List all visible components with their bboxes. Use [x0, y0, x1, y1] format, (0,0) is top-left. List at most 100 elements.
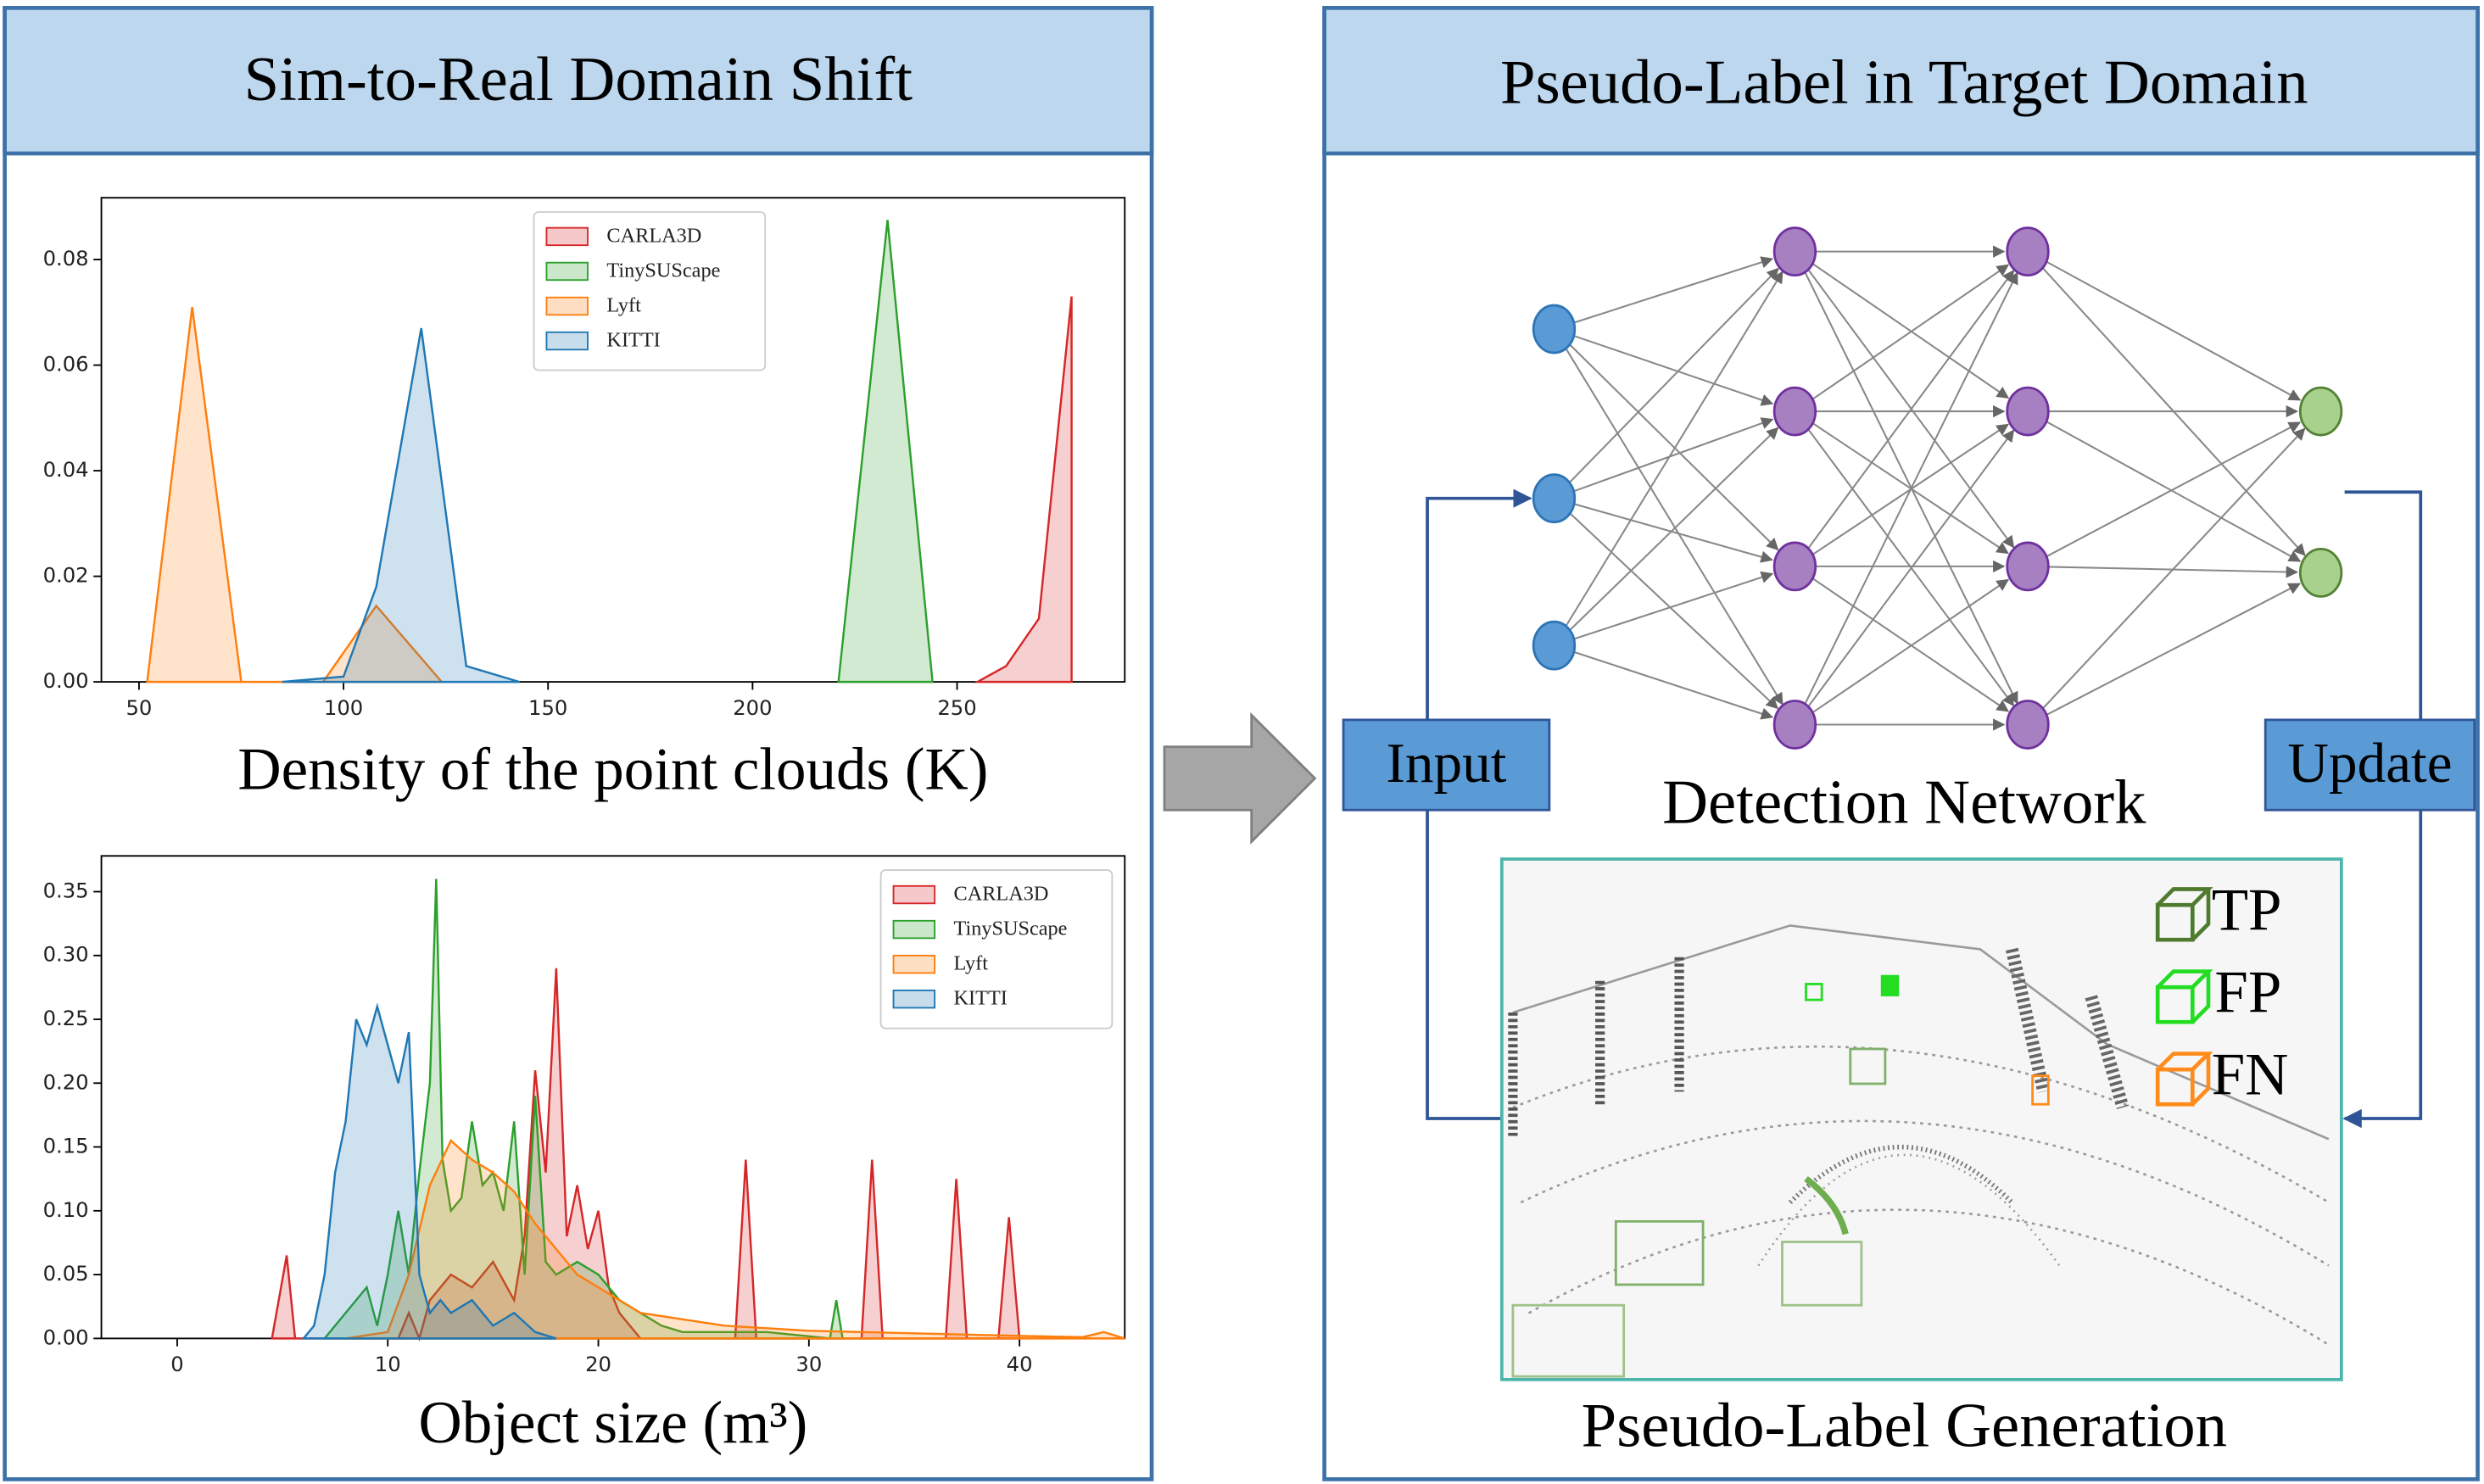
node — [2006, 386, 2050, 437]
legend-label: Lyft — [606, 294, 641, 317]
point-cloud-view — [1499, 857, 2343, 1381]
input-button — [1342, 718, 1551, 812]
y-tick-label: 0.30 — [43, 942, 89, 967]
x-tick-label: 150 — [528, 695, 567, 720]
legend-tp: TP — [2212, 878, 2282, 944]
area-series — [271, 968, 1021, 1342]
area-series — [837, 220, 934, 683]
x-tick-label: 30 — [795, 1352, 822, 1376]
area-series — [322, 879, 873, 1340]
y-tick-label: 0.35 — [43, 878, 89, 902]
legend-swatch — [545, 331, 589, 351]
edge — [1564, 346, 1783, 706]
edge — [1811, 577, 2010, 712]
edge — [1564, 271, 1783, 629]
area-series — [345, 1139, 1125, 1340]
legend-swatch — [892, 919, 936, 940]
legend-label: TinySUScape — [606, 259, 720, 282]
panel-title: Sim-to-Real Domain Shift — [244, 44, 913, 114]
legend-swatch — [892, 954, 936, 974]
edge — [1806, 429, 2015, 709]
edge — [1811, 578, 2010, 714]
x-tick-label: 0 — [170, 1352, 183, 1376]
bounding-boxes — [1511, 974, 2050, 1378]
legend-swatch — [892, 884, 936, 905]
x-tick-label: 250 — [937, 695, 976, 720]
panel-title: Pseudo-Label in Target Domain — [1500, 47, 2308, 118]
x-tick-label: 10 — [375, 1352, 401, 1376]
edge — [1568, 511, 1779, 710]
y-tick-label: 0.10 — [43, 1197, 89, 1222]
edge — [1806, 269, 2015, 551]
network-label: Detection Network — [1662, 767, 2146, 838]
y-tick-label: 0.15 — [43, 1134, 89, 1158]
edge — [1568, 427, 1779, 633]
y-tick-label: 0.20 — [43, 1069, 89, 1094]
node — [1772, 386, 1817, 437]
connector — [1426, 488, 1532, 720]
legend-box — [533, 211, 767, 371]
y-tick-label: 0.00 — [43, 1325, 89, 1349]
node — [1532, 473, 1577, 524]
node — [1772, 700, 1817, 750]
flow-arrow — [1163, 711, 1317, 845]
x-axis-label: Object size (m³) — [419, 1390, 808, 1456]
update-label: Update — [2287, 731, 2452, 795]
y-tick-label: 0.05 — [43, 1261, 89, 1286]
node — [2006, 541, 2050, 592]
edge — [2046, 583, 2302, 717]
left-header — [3, 5, 1154, 156]
legend-fp: FP — [2214, 960, 2281, 1026]
edge — [2045, 260, 2302, 401]
right-header — [1322, 5, 2480, 156]
edge — [1567, 267, 1779, 485]
edge — [1572, 417, 1774, 493]
edge — [1803, 269, 2018, 705]
edge — [2040, 427, 2306, 711]
edge — [2045, 420, 2302, 562]
x-tick-label: 200 — [733, 695, 772, 720]
y-tick-label: 0.06 — [43, 352, 89, 377]
node — [1532, 620, 1577, 671]
edge — [1573, 503, 1773, 563]
y-tick-label: 0.02 — [43, 563, 89, 588]
legend-label: TinySUScape — [954, 918, 1068, 940]
edge — [1573, 650, 1774, 720]
edge — [1573, 256, 1774, 324]
edge — [1573, 571, 1774, 640]
edge — [1806, 267, 2015, 549]
legend-swatch — [545, 226, 589, 247]
edge — [1811, 421, 2009, 555]
edge — [1811, 264, 2010, 401]
y-tick-label: 0.25 — [43, 1006, 89, 1030]
y-tick-label: 0.04 — [43, 457, 89, 482]
connector — [2342, 810, 2423, 1129]
node — [2006, 226, 2050, 277]
edge — [1811, 262, 2010, 399]
legend-label: KITTI — [606, 329, 660, 352]
point-cloud — [1508, 924, 2330, 1346]
network — [1532, 226, 2343, 750]
node — [2298, 386, 2343, 437]
x-tick-label: 100 — [324, 695, 363, 720]
legend-swatch — [545, 296, 589, 316]
legend-swatch — [892, 989, 936, 1009]
caption: Pseudo-Label Generation — [1582, 1391, 2227, 1461]
connector — [2344, 490, 2423, 720]
legend-icons — [2155, 887, 2213, 1107]
legend-label: CARLA3D — [954, 883, 1049, 906]
node — [1532, 304, 1577, 354]
legend-label: KITTI — [954, 987, 1008, 1010]
edge — [1573, 334, 1774, 406]
connector — [1426, 810, 1502, 1120]
x-axis-label: Density of the point clouds (K) — [237, 736, 988, 802]
area-series — [282, 327, 520, 683]
legend-swatch — [545, 261, 589, 282]
area-series — [301, 1002, 557, 1340]
edge — [1803, 271, 2018, 707]
node — [2298, 547, 2343, 598]
legend-fn: FN — [2212, 1042, 2289, 1108]
x-tick-label: 40 — [1007, 1352, 1033, 1376]
legend-label: Lyft — [954, 952, 989, 975]
